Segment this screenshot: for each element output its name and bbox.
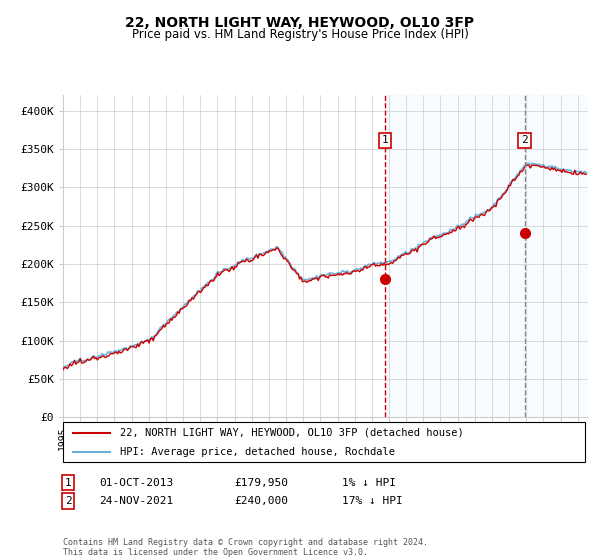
- FancyBboxPatch shape: [63, 422, 585, 462]
- Text: Contains HM Land Registry data © Crown copyright and database right 2024.
This d: Contains HM Land Registry data © Crown c…: [63, 538, 428, 557]
- Text: Price paid vs. HM Land Registry's House Price Index (HPI): Price paid vs. HM Land Registry's House …: [131, 28, 469, 41]
- Text: 2: 2: [65, 496, 71, 506]
- Text: HPI: Average price, detached house, Rochdale: HPI: Average price, detached house, Roch…: [121, 447, 395, 457]
- Text: £179,950: £179,950: [234, 478, 288, 488]
- Text: 1% ↓ HPI: 1% ↓ HPI: [342, 478, 396, 488]
- Text: 01-OCT-2013: 01-OCT-2013: [99, 478, 173, 488]
- Bar: [385, 95, 588, 417]
- Text: 1: 1: [382, 136, 388, 145]
- Text: 24-NOV-2021: 24-NOV-2021: [99, 496, 173, 506]
- Text: 22, NORTH LIGHT WAY, HEYWOOD, OL10 3FP: 22, NORTH LIGHT WAY, HEYWOOD, OL10 3FP: [125, 16, 475, 30]
- Text: £240,000: £240,000: [234, 496, 288, 506]
- Text: 1: 1: [65, 478, 71, 488]
- Text: 17% ↓ HPI: 17% ↓ HPI: [342, 496, 403, 506]
- Text: 22, NORTH LIGHT WAY, HEYWOOD, OL10 3FP (detached house): 22, NORTH LIGHT WAY, HEYWOOD, OL10 3FP (…: [121, 428, 464, 438]
- Text: 2: 2: [521, 136, 528, 145]
